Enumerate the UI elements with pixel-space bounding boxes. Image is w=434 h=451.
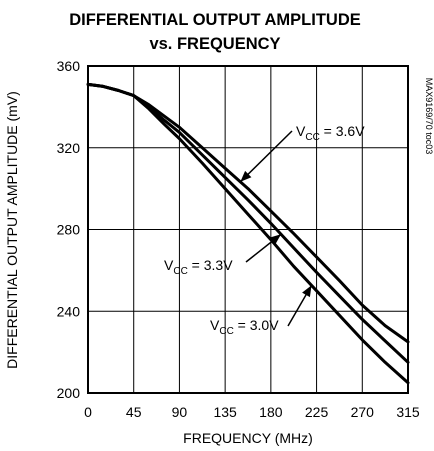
- x-tick-label: 225: [305, 404, 329, 420]
- annotation-prefix: V: [296, 123, 306, 139]
- annotation-arrow-line: [239, 130, 293, 183]
- grid: [88, 66, 408, 393]
- annotation-vcc-3-3v: VCC = 3.3V: [164, 257, 233, 277]
- series-line-3: [86, 82, 410, 385]
- annotation-prefix: V: [164, 257, 174, 273]
- y-tick-label: 320: [57, 140, 81, 156]
- y-axis-label: DIFFERENTIAL OUTPUT AMPLITUDE (mV): [4, 91, 20, 369]
- x-tick-label: 315: [396, 404, 420, 420]
- y-tick-label: 280: [57, 222, 81, 238]
- annotation-prefix: V: [210, 317, 220, 333]
- x-tick-label: 180: [259, 404, 283, 420]
- annotation-suffix: = 3.6V: [320, 123, 365, 139]
- figure-code: MAX9169/70 toc03: [424, 78, 434, 155]
- x-tick-label: 270: [351, 404, 375, 420]
- annotation-arrow-head: [240, 170, 252, 182]
- annotation-sub: CC: [305, 132, 319, 143]
- annotation-vcc-3-6v: VCC = 3.6V: [296, 123, 365, 143]
- y-tick-label: 240: [57, 303, 81, 319]
- annotation-suffix: = 3.3V: [188, 257, 233, 273]
- annotation-arrows: [239, 130, 313, 327]
- annotation-vcc-3-0v: VCC = 3.0V: [210, 317, 279, 337]
- series-lines: [86, 82, 410, 385]
- x-tick-label: 45: [126, 404, 142, 420]
- chart-title: DIFFERENTIAL OUTPUT AMPLITUDE: [69, 11, 361, 29]
- plot-frame: [87, 65, 409, 394]
- annotation-sub: CC: [173, 266, 187, 277]
- x-tick-label: 135: [213, 404, 237, 420]
- y-tick-label: 200: [57, 385, 81, 401]
- chart-subtitle: vs. FREQUENCY: [149, 35, 280, 53]
- annotation-arrow-head: [269, 234, 281, 245]
- annotation-arrow-head: [302, 285, 312, 298]
- x-tick-label: 90: [172, 404, 188, 420]
- annotation-sub: CC: [219, 326, 233, 337]
- annotation-suffix: = 3.0V: [234, 317, 279, 333]
- x-axis-ticks: 0 45 90 135 180 225 270 315: [84, 404, 420, 420]
- y-axis-ticks: 200 240 280 320 360: [57, 58, 81, 401]
- x-tick-label: 0: [84, 404, 92, 420]
- y-tick-label: 360: [57, 58, 81, 74]
- x-axis-label: FREQUENCY (MHz): [183, 430, 313, 446]
